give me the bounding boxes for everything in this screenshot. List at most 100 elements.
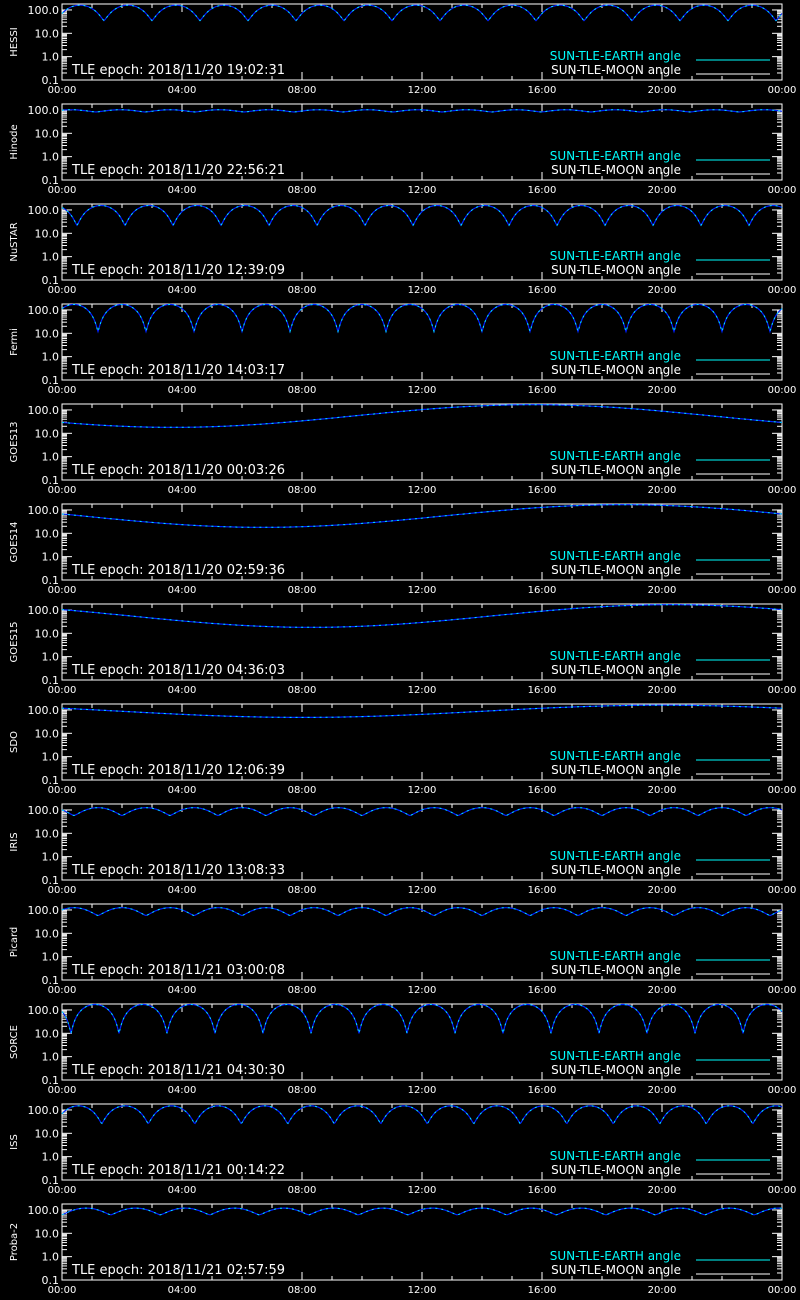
legend-earth-label: SUN-TLE-EARTH angle bbox=[550, 149, 681, 163]
x-tick-label: 16:00 bbox=[528, 885, 557, 896]
y-tick-label: 1.0 bbox=[42, 551, 60, 564]
y-tick-label: 1.0 bbox=[42, 851, 60, 864]
sun-tle-earth-angle-line bbox=[61, 704, 782, 718]
y-tick-label: 1.0 bbox=[42, 1251, 60, 1264]
x-tick-label: 20:00 bbox=[648, 1285, 677, 1296]
legend-earth-label: SUN-TLE-EARTH angle bbox=[550, 49, 681, 63]
x-tick-label: 00:00 bbox=[48, 1285, 77, 1296]
x-tick-label: 12:00 bbox=[408, 1185, 437, 1196]
x-tick-label: 04:00 bbox=[168, 985, 197, 996]
tle-epoch-label: TLE epoch: 2018/11/21 03:00:08 bbox=[71, 963, 285, 978]
y-tick-label: 100.0 bbox=[28, 604, 60, 617]
y-tick-label: 100.0 bbox=[28, 904, 60, 917]
y-tick-label: 10.0 bbox=[35, 1027, 60, 1040]
x-tick-label: 00:00 bbox=[48, 685, 77, 696]
x-tick-label: 16:00 bbox=[528, 785, 557, 796]
satellite-label: GOES13 bbox=[9, 421, 20, 462]
satellite-label: IRIS bbox=[9, 832, 20, 851]
y-tick-label: 0.1 bbox=[42, 674, 60, 687]
x-tick-label: 04:00 bbox=[168, 485, 197, 496]
tle-epoch-label: TLE epoch: 2018/11/20 12:39:09 bbox=[71, 263, 285, 278]
x-tick-label: 20:00 bbox=[648, 585, 677, 596]
x-tick-label: 16:00 bbox=[528, 1285, 557, 1296]
y-tick-label: 0.1 bbox=[42, 1174, 60, 1187]
satellite-label: ISS bbox=[9, 1134, 20, 1150]
x-tick-label: 04:00 bbox=[168, 885, 197, 896]
y-tick-label: 10.0 bbox=[35, 27, 60, 40]
x-tick-label: 16:00 bbox=[528, 85, 557, 96]
x-tick-label: 08:00 bbox=[288, 685, 317, 696]
y-tick-label: 0.1 bbox=[42, 874, 60, 887]
y-tick-label: 100.0 bbox=[28, 404, 60, 417]
x-tick-label: 00:00 bbox=[48, 385, 77, 396]
x-tick-label: 00:00 bbox=[768, 785, 797, 796]
legend-earth-label: SUN-TLE-EARTH angle bbox=[550, 1249, 681, 1263]
y-tick-label: 0.1 bbox=[42, 174, 60, 187]
x-tick-label: 00:00 bbox=[768, 285, 797, 296]
x-tick-label: 00:00 bbox=[48, 1185, 77, 1196]
x-tick-label: 08:00 bbox=[288, 185, 317, 196]
x-tick-label: 04:00 bbox=[168, 685, 197, 696]
x-tick-label: 00:00 bbox=[768, 1185, 797, 1196]
y-tick-label: 1.0 bbox=[42, 651, 60, 664]
tle-epoch-label: TLE epoch: 2018/11/20 12:06:39 bbox=[71, 763, 285, 778]
x-tick-label: 12:00 bbox=[408, 785, 437, 796]
sun-tle-earth-angle-line-base bbox=[61, 1207, 782, 1216]
x-tick-label: 00:00 bbox=[768, 185, 797, 196]
x-tick-label: 04:00 bbox=[168, 1085, 197, 1096]
sun-tle-earth-angle-line bbox=[61, 807, 783, 817]
satellite-label: Fermi bbox=[9, 328, 20, 356]
x-tick-label: 00:00 bbox=[48, 585, 77, 596]
y-tick-label: 10.0 bbox=[35, 527, 60, 540]
satellite-label: GOES14 bbox=[9, 521, 20, 562]
x-tick-label: 12:00 bbox=[408, 885, 437, 896]
x-tick-label: 20:00 bbox=[648, 185, 677, 196]
x-tick-label: 12:00 bbox=[408, 1085, 437, 1096]
satellite-label: GOES15 bbox=[9, 621, 20, 662]
x-tick-label: 08:00 bbox=[288, 85, 317, 96]
tle-epoch-label: TLE epoch: 2018/11/20 04:36:03 bbox=[71, 663, 285, 678]
y-tick-label: 0.1 bbox=[42, 474, 60, 487]
sun-tle-earth-angle-line-base bbox=[61, 1003, 783, 1034]
legend-moon-label: SUN-TLE-MOON angle bbox=[551, 363, 681, 377]
y-tick-label: 100.0 bbox=[28, 504, 60, 517]
y-tick-label: 100.0 bbox=[28, 704, 60, 717]
y-tick-label: 0.1 bbox=[42, 974, 60, 987]
x-tick-label: 12:00 bbox=[408, 485, 437, 496]
tle-epoch-label: TLE epoch: 2018/11/20 02:59:36 bbox=[71, 563, 285, 578]
tle-epoch-label: TLE epoch: 2018/11/21 02:57:59 bbox=[71, 1263, 285, 1278]
y-tick-label: 10.0 bbox=[35, 927, 60, 940]
tle-epoch-label: TLE epoch: 2018/11/20 00:03:26 bbox=[71, 463, 285, 478]
satellite-label: Proba-2 bbox=[9, 1223, 20, 1261]
x-tick-label: 04:00 bbox=[168, 385, 197, 396]
x-tick-label: 04:00 bbox=[168, 585, 197, 596]
y-tick-label: 1.0 bbox=[42, 1051, 60, 1064]
tle-epoch-label: TLE epoch: 2018/11/21 04:30:30 bbox=[71, 1063, 285, 1078]
x-tick-label: 20:00 bbox=[648, 785, 677, 796]
x-tick-label: 12:00 bbox=[408, 385, 437, 396]
y-tick-label: 1.0 bbox=[42, 1151, 60, 1164]
x-tick-label: 16:00 bbox=[528, 685, 557, 696]
x-tick-label: 08:00 bbox=[288, 285, 317, 296]
y-tick-label: 0.1 bbox=[42, 1274, 60, 1287]
y-tick-label: 10.0 bbox=[35, 427, 60, 440]
y-tick-label: 100.0 bbox=[28, 1204, 60, 1217]
tle-epoch-label: TLE epoch: 2018/11/21 00:14:22 bbox=[71, 1163, 285, 1178]
x-tick-label: 20:00 bbox=[648, 485, 677, 496]
x-tick-label: 00:00 bbox=[768, 585, 797, 596]
x-tick-label: 00:00 bbox=[768, 85, 797, 96]
x-tick-label: 00:00 bbox=[768, 685, 797, 696]
x-tick-label: 08:00 bbox=[288, 985, 317, 996]
x-tick-label: 12:00 bbox=[408, 685, 437, 696]
tle-epoch-label: TLE epoch: 2018/11/20 13:08:33 bbox=[71, 863, 285, 878]
y-tick-label: 1.0 bbox=[42, 751, 60, 764]
y-tick-label: 0.1 bbox=[42, 1074, 60, 1087]
satellite-label: Picard bbox=[9, 927, 20, 958]
y-tick-label: 10.0 bbox=[35, 227, 60, 240]
